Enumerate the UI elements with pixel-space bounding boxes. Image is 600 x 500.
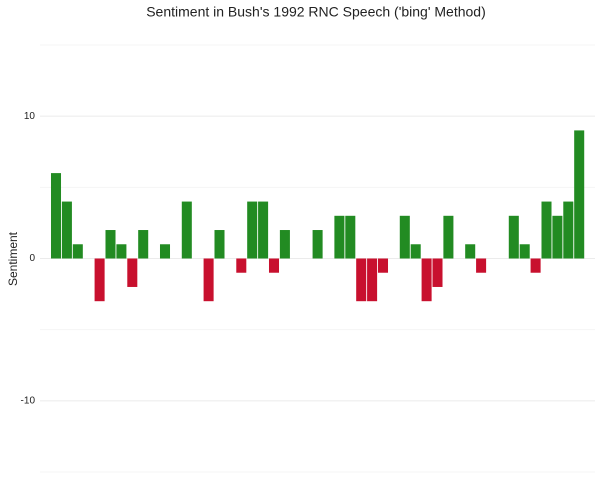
y-axis-label: Sentiment — [6, 231, 20, 286]
bar — [508, 215, 519, 259]
bar — [279, 230, 290, 259]
bar — [236, 258, 247, 273]
bar — [421, 258, 432, 302]
y-tick-label: -10 — [21, 395, 36, 406]
bar — [214, 230, 225, 259]
bar — [116, 244, 127, 259]
bar — [312, 230, 323, 259]
bar — [72, 244, 83, 259]
bar — [432, 258, 443, 287]
bar — [541, 201, 552, 259]
bar — [367, 258, 378, 302]
bar — [410, 244, 421, 259]
bar — [334, 215, 345, 259]
bar — [50, 173, 62, 259]
bar — [465, 244, 476, 259]
y-tick-label: 0 — [29, 253, 35, 264]
bar — [377, 258, 389, 273]
y-tick-label: 10 — [24, 111, 36, 122]
bar — [181, 201, 192, 259]
bar — [127, 258, 138, 287]
bar — [258, 201, 269, 259]
bar — [552, 215, 563, 259]
bar — [574, 130, 585, 259]
bar — [247, 201, 258, 259]
bar — [61, 201, 72, 259]
bar — [519, 244, 530, 259]
bar — [94, 258, 105, 302]
chart-title: Sentiment in Bush's 1992 RNC Speech ('bi… — [146, 4, 486, 20]
bar — [138, 230, 149, 259]
bar — [105, 230, 116, 259]
bar — [268, 258, 280, 273]
bar — [159, 244, 171, 259]
bar — [476, 258, 487, 273]
bar — [563, 201, 574, 259]
bar — [530, 258, 541, 273]
bar — [443, 215, 454, 259]
bar — [399, 215, 410, 259]
bar — [356, 258, 367, 302]
bar — [203, 258, 214, 302]
bar — [345, 215, 356, 259]
